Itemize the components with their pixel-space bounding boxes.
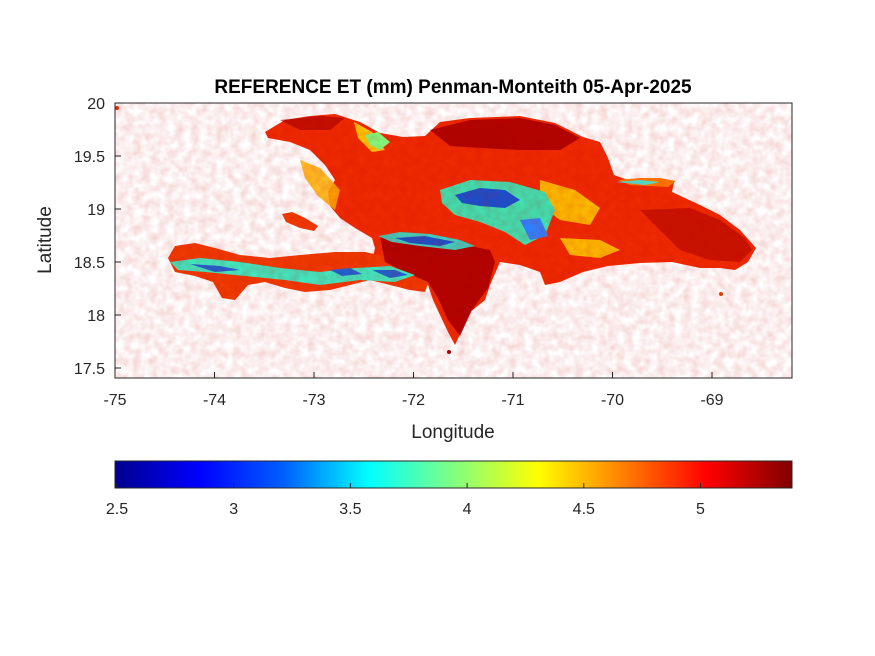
y-tick-label: 18.5 [74, 255, 105, 272]
colorbar-tick-label: 4.5 [573, 501, 595, 518]
x-tick-label: -69 [700, 392, 723, 409]
colorbar-tick-label: 3.5 [339, 501, 361, 518]
y-axis: 20 19.5 19 18.5 18 17.5 Latitude [35, 96, 121, 378]
x-axis: -75 -74 -73 -72 -71 -70 -69 Longitude [103, 372, 724, 443]
chart-title: REFERENCE ET (mm) Penman-Monteith 05-Apr… [214, 77, 692, 98]
y-tick-label: 18 [87, 308, 105, 325]
colorbar: 2.5 3 3.5 4 4.5 5 [106, 460, 793, 518]
colorbar-gradient [114, 460, 793, 489]
texture-overlay [115, 103, 792, 378]
colorbar-tick-label: 3 [229, 501, 238, 518]
colorbar-tick-label: 5 [696, 501, 705, 518]
x-tick-label: -74 [203, 392, 226, 409]
x-tick-label: -71 [501, 392, 524, 409]
y-tick-label: 17.5 [74, 361, 105, 378]
colorbar-tick-label: 2.5 [106, 501, 128, 518]
y-tick-label: 20 [87, 96, 105, 113]
y-tick-label: 19 [87, 202, 105, 219]
plot-frame [114, 102, 793, 379]
plot-area [114, 102, 793, 379]
x-tick-label: -73 [302, 392, 325, 409]
x-axis-title: Longitude [411, 422, 494, 443]
x-tick-label: -70 [601, 392, 624, 409]
y-tick-label: 19.5 [74, 149, 105, 166]
x-tick-label: -72 [402, 392, 425, 409]
x-tick-label: -75 [103, 392, 126, 409]
island-map [115, 103, 792, 378]
colorbar-tick-label: 4 [463, 501, 472, 518]
y-axis-title: Latitude [35, 206, 56, 274]
